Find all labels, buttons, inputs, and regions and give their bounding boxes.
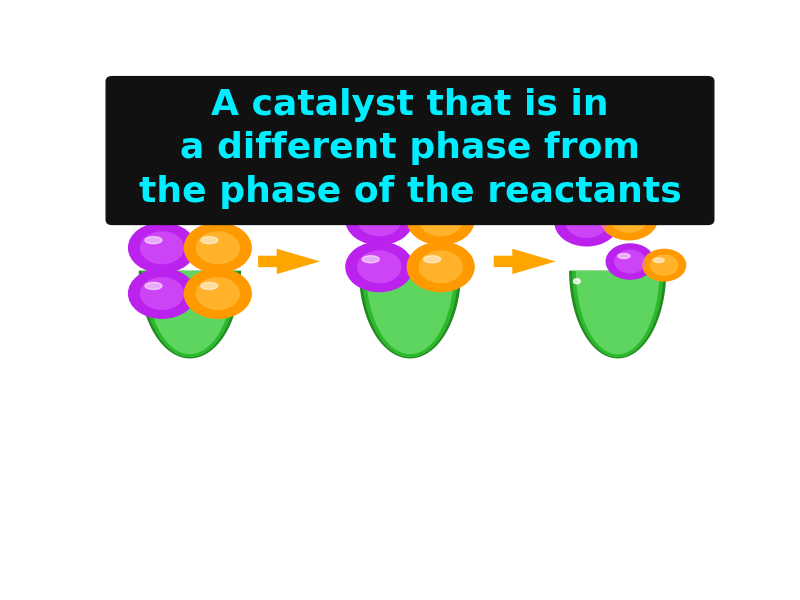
- Circle shape: [642, 249, 686, 281]
- Circle shape: [574, 278, 580, 284]
- Text: A catalyst that is in
a different phase from
the phase of the reactants: A catalyst that is in a different phase …: [138, 88, 682, 209]
- Circle shape: [143, 278, 150, 284]
- Ellipse shape: [145, 236, 162, 244]
- Ellipse shape: [424, 209, 441, 216]
- Circle shape: [363, 278, 370, 284]
- Circle shape: [184, 223, 252, 273]
- Circle shape: [406, 194, 474, 245]
- Polygon shape: [142, 271, 238, 357]
- Ellipse shape: [362, 209, 379, 216]
- Circle shape: [128, 223, 196, 273]
- Circle shape: [610, 205, 648, 233]
- Ellipse shape: [201, 283, 218, 289]
- Circle shape: [128, 268, 196, 319]
- Circle shape: [600, 197, 658, 241]
- Ellipse shape: [424, 256, 441, 263]
- Circle shape: [140, 277, 184, 310]
- Polygon shape: [366, 271, 454, 354]
- Circle shape: [196, 277, 240, 310]
- Circle shape: [357, 250, 402, 283]
- Circle shape: [184, 268, 252, 319]
- Circle shape: [346, 241, 414, 292]
- FancyBboxPatch shape: [106, 77, 714, 224]
- Polygon shape: [359, 271, 461, 358]
- Circle shape: [140, 231, 184, 265]
- Circle shape: [418, 203, 463, 236]
- Circle shape: [606, 243, 654, 280]
- Polygon shape: [569, 271, 666, 358]
- Ellipse shape: [570, 212, 586, 218]
- Polygon shape: [258, 249, 320, 274]
- Circle shape: [196, 231, 240, 265]
- Circle shape: [566, 206, 608, 238]
- Polygon shape: [138, 271, 241, 358]
- Ellipse shape: [145, 283, 162, 289]
- Ellipse shape: [614, 209, 629, 215]
- Polygon shape: [362, 271, 458, 357]
- Polygon shape: [494, 249, 556, 274]
- Circle shape: [614, 250, 646, 274]
- Polygon shape: [146, 271, 234, 354]
- Ellipse shape: [201, 236, 218, 244]
- Ellipse shape: [653, 258, 664, 263]
- Polygon shape: [576, 271, 659, 355]
- Circle shape: [346, 194, 414, 245]
- Polygon shape: [572, 271, 663, 358]
- Circle shape: [650, 254, 678, 276]
- Circle shape: [357, 203, 402, 236]
- Circle shape: [554, 198, 619, 247]
- Circle shape: [406, 241, 474, 292]
- Ellipse shape: [618, 253, 630, 259]
- Circle shape: [418, 250, 463, 283]
- Ellipse shape: [362, 256, 379, 263]
